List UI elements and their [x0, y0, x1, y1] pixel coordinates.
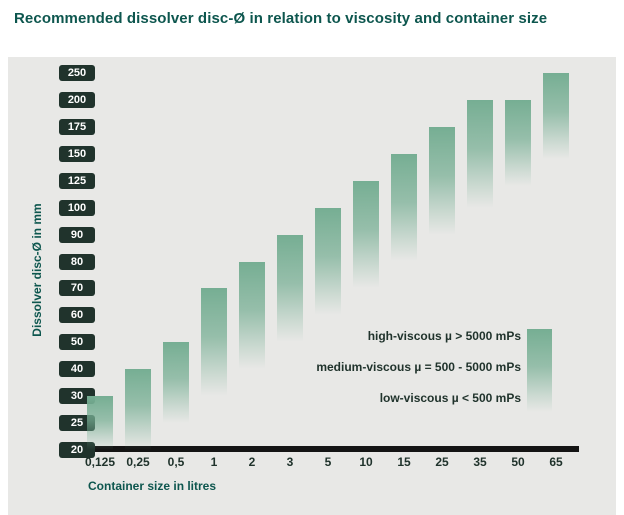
y-tick-70: 70 — [59, 280, 95, 297]
bar-1 — [201, 288, 227, 397]
y-tick-250: 250 — [59, 65, 95, 81]
x-axis-title: Container size in litres — [88, 479, 217, 493]
bar-10 — [353, 180, 379, 289]
y-tick-30: 30 — [59, 388, 95, 405]
y-tick-25: 25 — [59, 415, 95, 432]
y-tick-125: 125 — [59, 172, 95, 189]
y-tick-200: 200 — [59, 91, 95, 108]
x-axis-baseline — [95, 446, 579, 452]
x-tick-50: 50 — [511, 455, 525, 469]
x-tick-65: 65 — [549, 455, 563, 469]
bar-0,125 — [87, 396, 113, 450]
y-tick-90: 90 — [59, 226, 95, 243]
x-tick-0,5: 0,5 — [167, 455, 185, 469]
legend-item-low-viscous: low-viscous µ < 500 mPs — [379, 391, 521, 405]
y-tick-175: 175 — [59, 118, 95, 135]
bar-0,25 — [125, 369, 151, 450]
legend-gradient-swatch — [527, 329, 552, 412]
x-tick-25: 25 — [435, 455, 449, 469]
legend-item-medium-viscous: medium-viscous µ = 500 - 5000 mPs — [316, 360, 521, 374]
y-tick-150: 150 — [59, 145, 95, 162]
x-tick-10: 10 — [359, 455, 373, 469]
chart-title: Recommended dissolver disc-Ø in relation… — [14, 10, 548, 27]
x-tick-2: 2 — [248, 455, 256, 469]
y-tick-60: 60 — [59, 307, 95, 324]
x-tick-0,125: 0,125 — [84, 455, 116, 469]
y-axis-title: Dissolver disc-Ø in mm — [30, 203, 44, 337]
x-tick-3: 3 — [286, 455, 294, 469]
bar-0,5 — [163, 342, 189, 424]
x-tick-0,25: 0,25 — [126, 455, 150, 469]
x-tick-15: 15 — [397, 455, 411, 469]
y-tick-50: 50 — [59, 334, 95, 351]
bar-3 — [277, 234, 303, 343]
bar-50 — [505, 99, 531, 187]
legend: high-viscous µ > 5000 mPs medium-viscous… — [316, 329, 521, 422]
bar-65 — [543, 73, 569, 160]
x-tick-35: 35 — [473, 455, 487, 469]
y-tick-100: 100 — [59, 199, 95, 216]
x-tick-5: 5 — [324, 455, 332, 469]
bar-2 — [239, 261, 265, 370]
legend-item-high-viscous: high-viscous µ > 5000 mPs — [367, 329, 521, 343]
y-tick-80: 80 — [59, 253, 95, 270]
bar-15 — [391, 153, 417, 262]
bar-35 — [467, 99, 493, 208]
y-tick-40: 40 — [59, 361, 95, 378]
bar-25 — [429, 126, 455, 235]
y-tick-20: 20 — [59, 442, 95, 458]
x-tick-1: 1 — [210, 455, 218, 469]
bar-5 — [315, 207, 341, 316]
